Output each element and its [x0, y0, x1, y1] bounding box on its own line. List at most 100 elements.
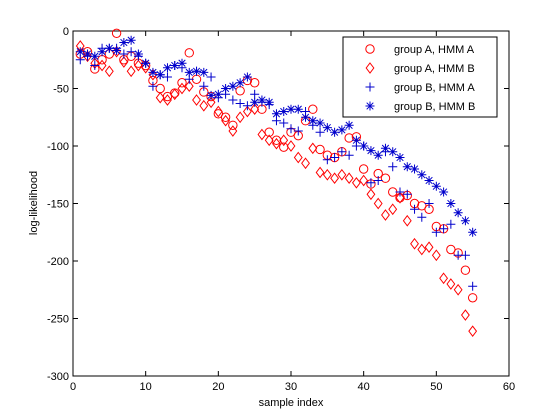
x-tick-label: 30: [285, 381, 297, 393]
data-point-diamond: [301, 157, 310, 170]
data-point-star: [366, 146, 376, 156]
data-point-star: [177, 58, 187, 68]
series-diamond: [75, 40, 478, 337]
data-point-plus: [90, 61, 100, 70]
data-point-diamond: [359, 174, 369, 187]
legend-label-group-b-hmm-a: group B, HMM A: [394, 82, 475, 94]
data-point-diamond: [163, 94, 172, 106]
data-point-diamond: [119, 56, 129, 68]
data-point-plus: [228, 95, 238, 105]
data-point-diamond: [104, 65, 114, 78]
data-point-star: [380, 143, 390, 153]
data-point-plus: [293, 126, 303, 136]
data-point-diamond: [264, 134, 274, 147]
data-point-star: [271, 109, 281, 119]
data-point-star: [410, 164, 420, 174]
data-point-diamond: [460, 309, 470, 321]
data-point-star: [112, 46, 122, 56]
x-tick-label: 50: [430, 381, 442, 393]
data-point-plus: [322, 155, 332, 165]
data-point-plus: [395, 187, 405, 197]
axis-ticks: [72, 30, 510, 377]
legend-marker-plus: [365, 82, 375, 92]
data-point-plus: [250, 89, 260, 99]
data-point-star: [417, 170, 427, 180]
data-point-diamond: [373, 197, 383, 210]
data-point-diamond: [148, 68, 158, 81]
data-point-star: [395, 153, 405, 162]
data-markers: [75, 28, 478, 337]
data-point-plus: [366, 178, 376, 188]
data-point-circle: [184, 48, 194, 58]
data-point-diamond: [293, 151, 303, 164]
data-point-star: [228, 81, 238, 91]
x-tick-label: 10: [140, 381, 152, 393]
data-point-star: [184, 67, 194, 77]
data-point-star: [373, 150, 383, 160]
data-point-diamond: [228, 125, 238, 137]
data-point-star: [446, 199, 456, 208]
data-point-circle: [308, 104, 318, 114]
data-point-star: [301, 112, 311, 122]
data-point-circle: [467, 293, 478, 303]
data-point-circle: [380, 173, 391, 183]
data-point-plus: [148, 81, 158, 91]
legend: group A, HMM A group A, HMM B group B, H…: [342, 36, 498, 118]
data-point-diamond: [133, 59, 143, 72]
data-point-star: [148, 67, 158, 77]
data-point-star: [192, 66, 202, 76]
legend-label-group-a-hmm-a: group A, HMM A: [394, 44, 475, 56]
data-point-star: [279, 107, 289, 116]
data-point-star: [162, 63, 172, 73]
data-point-plus: [373, 176, 383, 185]
data-point-star: [439, 187, 449, 197]
data-point-diamond: [395, 191, 405, 204]
y-tick-label: -300: [47, 371, 69, 383]
data-point-diamond: [337, 168, 347, 181]
data-point-diamond: [402, 214, 412, 227]
data-point-star: [315, 118, 325, 128]
data-point-star: [83, 49, 93, 59]
legend-box: [342, 36, 498, 118]
data-point-diamond: [468, 325, 478, 337]
data-point-star: [119, 38, 129, 47]
data-point-diamond: [250, 103, 260, 116]
data-point-star: [97, 47, 107, 57]
data-point-diamond: [431, 249, 441, 262]
data-point-diamond: [112, 45, 122, 58]
data-point-diamond: [170, 88, 180, 101]
data-point-diamond: [410, 237, 419, 250]
legend-label-group-b-hmm-b: group B, HMM B: [394, 101, 475, 113]
data-point-plus: [410, 204, 420, 214]
data-point-plus: [206, 72, 216, 82]
data-point-diamond: [213, 105, 223, 118]
y-tick-label: -200: [47, 256, 69, 268]
data-point-star: [133, 49, 143, 59]
data-point-plus: [417, 212, 427, 222]
data-point-diamond: [351, 176, 361, 189]
x-axis-title: sample index: [259, 397, 324, 409]
series-star: [75, 35, 478, 237]
legend-markers: [365, 44, 375, 111]
data-point-plus: [315, 127, 325, 137]
data-point-diamond: [315, 166, 325, 179]
data-point-diamond: [177, 82, 187, 95]
y-tick-label: -100: [47, 141, 69, 153]
data-point-star: [141, 58, 151, 68]
data-point-plus: [199, 81, 209, 91]
data-point-star: [242, 72, 252, 82]
data-point-star: [126, 35, 136, 45]
x-tick-label: 40: [358, 381, 370, 393]
data-point-diamond: [388, 203, 398, 216]
legend-marker-star: [365, 101, 375, 111]
data-point-star: [330, 127, 340, 137]
data-point-star: [460, 216, 470, 226]
data-point-diamond: [272, 137, 281, 150]
data-point-circle: [177, 78, 187, 88]
data-point-circle: [111, 28, 122, 38]
data-point-star: [221, 84, 231, 93]
data-point-star: [453, 208, 463, 218]
axis-tick-labels: 0 10 20 30 40 50 60 0 -50 -100 -150 -200 -250 -300: [47, 26, 515, 393]
data-point-diamond: [206, 96, 216, 109]
